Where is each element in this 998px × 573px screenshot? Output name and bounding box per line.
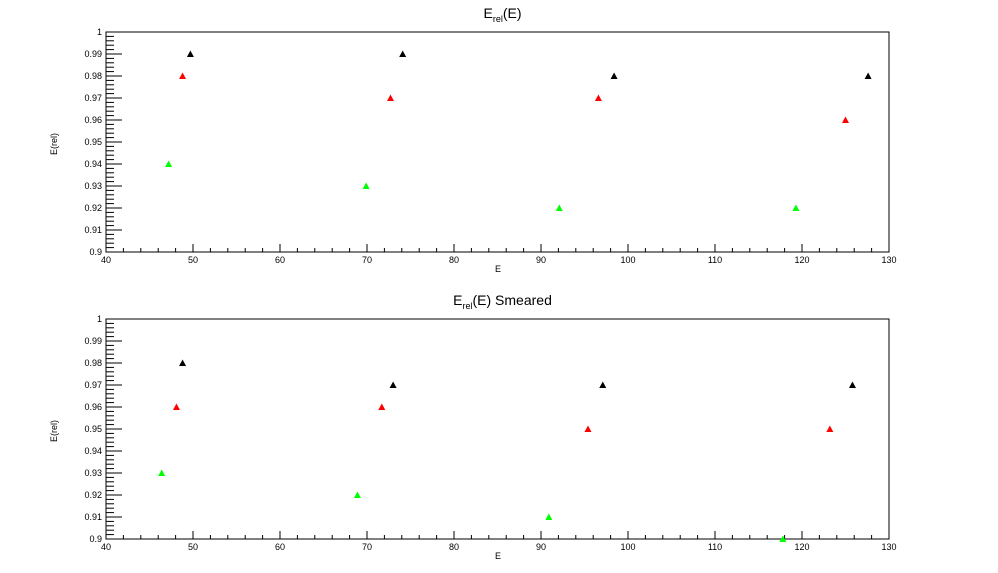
data-point — [389, 381, 397, 388]
chart-title: Erel(E) Smeared — [453, 292, 552, 311]
x-tick-label: 60 — [275, 255, 285, 265]
y-tick-label: 0.97 — [84, 380, 102, 390]
x-tick-label: 120 — [794, 542, 809, 552]
y-axis-label: E(rel) — [49, 133, 59, 155]
x-tick-label: 110 — [708, 255, 722, 265]
series-3 — [158, 469, 787, 542]
data-point — [864, 72, 872, 79]
x-tick-label: 70 — [362, 542, 372, 552]
x-tick-label: 110 — [708, 542, 722, 552]
data-point — [599, 381, 607, 388]
data-point — [545, 513, 553, 520]
y-tick-label: 0.9 — [89, 534, 102, 544]
y-tick-label: 0.92 — [84, 490, 102, 500]
y-tick-label: 0.94 — [84, 446, 102, 456]
x-tick-label: 50 — [188, 542, 198, 552]
y-tick-label: 0.91 — [84, 512, 102, 522]
series-2 — [172, 403, 834, 432]
plot-frame — [105, 31, 890, 253]
chart-title-tail: (E) — [503, 5, 522, 21]
x-tick-label: 80 — [449, 542, 459, 552]
x-tick-label: 100 — [620, 542, 635, 552]
y-tick-label: 0.96 — [84, 115, 102, 125]
x-axis-label: E — [495, 264, 501, 274]
y-axis-label: E(rel) — [49, 420, 59, 442]
x-tick-label: 130 — [881, 255, 896, 265]
x-tick-label: 90 — [536, 255, 546, 265]
data-point — [179, 359, 187, 366]
chart-panel-1: Erel(E) 40 50 60 70 80 90 100 110 120 130 0.9 0.91 0.… — [49, 5, 897, 274]
y-tick-label: 0.95 — [84, 424, 102, 434]
y-tick-label: 0.91 — [84, 225, 102, 235]
data-point — [610, 72, 618, 79]
data-point — [594, 94, 602, 101]
y-tick-label: 0.93 — [84, 181, 102, 191]
data-point — [158, 469, 166, 476]
series-1 — [179, 359, 856, 388]
x-tick-label: 60 — [275, 542, 285, 552]
y-tick-label: 0.9 — [89, 247, 102, 257]
data-point — [848, 381, 856, 388]
x-tick-label: 50 — [188, 255, 198, 265]
y-tick-label: 0.92 — [84, 203, 102, 213]
series-3 — [165, 160, 800, 211]
data-point — [792, 204, 800, 211]
x-tick-label: 100 — [620, 255, 635, 265]
data-point — [362, 182, 370, 189]
data-point — [378, 403, 386, 410]
chart-title: Erel(E) — [483, 5, 521, 24]
y-tick-label: 1 — [97, 314, 102, 324]
series-1 — [186, 50, 872, 79]
plot-frame — [105, 318, 890, 540]
y-tick-label: 0.99 — [84, 49, 102, 59]
x-tick-label: 80 — [449, 255, 459, 265]
chart-title-tail: (E) Smeared — [473, 292, 552, 308]
y-tick-label: 0.99 — [84, 336, 102, 346]
x-tick-label: 40 — [101, 255, 111, 265]
series-2 — [179, 72, 849, 123]
chart-title-subscript: rel — [493, 14, 503, 24]
chart-title-main: E — [453, 292, 462, 308]
data-point — [842, 116, 849, 123]
y-tick-label: 0.94 — [84, 159, 102, 169]
data-point — [555, 204, 563, 211]
x-tick-label: 130 — [881, 542, 896, 552]
y-tick-label: 0.97 — [84, 93, 102, 103]
x-tick-label: 120 — [794, 255, 809, 265]
data-point — [172, 403, 180, 410]
y-tick-label: 0.95 — [84, 137, 102, 147]
x-tick-label: 40 — [101, 542, 111, 552]
data-point — [826, 425, 834, 432]
y-tick-label: 0.98 — [84, 358, 102, 368]
x-tick-label: 90 — [536, 542, 546, 552]
y-tick-label: 0.96 — [84, 402, 102, 412]
chart-title-main: E — [483, 5, 492, 21]
x-tick-label: 70 — [362, 255, 372, 265]
data-point — [584, 425, 592, 432]
data-point — [186, 50, 194, 57]
data-point — [353, 491, 361, 498]
x-axis-label: E — [495, 551, 501, 561]
data-point — [179, 72, 187, 79]
data-point — [165, 160, 173, 167]
y-tick-label: 0.93 — [84, 468, 102, 478]
chart-panel-2: Erel(E) Smeared 40 50 60 70 80 90 100 110 120 130 0… — [49, 292, 897, 561]
data-point — [779, 535, 787, 542]
data-point — [399, 50, 407, 57]
data-point — [386, 94, 394, 101]
y-tick-label: 1 — [97, 27, 102, 37]
chart-title-subscript: rel — [462, 301, 472, 311]
y-tick-label: 0.98 — [84, 71, 102, 81]
